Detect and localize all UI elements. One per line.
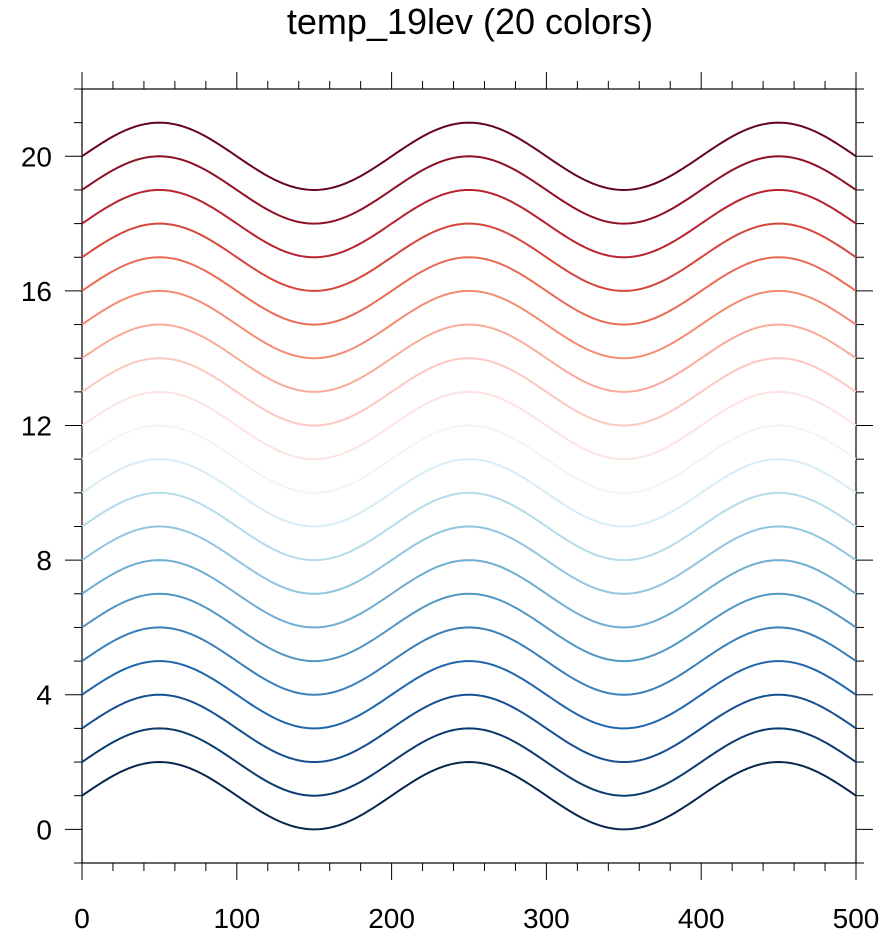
y-tick-label: 16 xyxy=(21,276,52,307)
series-line-1 xyxy=(81,761,857,831)
series-line-14 xyxy=(81,323,857,393)
series-line-6 xyxy=(81,592,857,663)
series-line-5 xyxy=(81,626,857,696)
plot-area: 0 100 200 300 400 500 0 4 8 12 16 20 xyxy=(21,72,879,934)
series-line-11 xyxy=(81,424,857,494)
x-tick-label: 0 xyxy=(74,903,90,934)
x-tick-label: 300 xyxy=(523,903,570,934)
series-line-10 xyxy=(81,458,857,528)
series-line-8 xyxy=(81,525,857,595)
axis-ticks xyxy=(65,72,873,880)
chart-title: temp_19lev (20 colors) xyxy=(287,1,653,42)
series-group xyxy=(81,121,857,831)
series-line-20 xyxy=(81,121,857,191)
x-axis-tick-labels: 0 100 200 300 400 500 xyxy=(74,903,879,934)
plot-frame xyxy=(81,88,857,864)
x-tick-label: 400 xyxy=(678,903,725,934)
series-line-2 xyxy=(81,727,857,797)
series-line-9 xyxy=(81,491,857,562)
y-tick-label: 20 xyxy=(21,141,52,172)
series-line-3 xyxy=(81,693,857,764)
series-line-16 xyxy=(81,256,857,326)
y-tick-label: 8 xyxy=(36,545,52,576)
x-tick-label: 500 xyxy=(833,903,880,934)
y-tick-label: 4 xyxy=(36,680,52,711)
series-line-17 xyxy=(81,222,857,292)
series-line-13 xyxy=(81,357,857,427)
series-line-18 xyxy=(81,188,857,259)
series-line-7 xyxy=(81,559,857,629)
y-tick-label: 0 xyxy=(36,814,52,845)
y-axis-tick-labels: 0 4 8 12 16 20 xyxy=(21,141,52,845)
y-tick-label: 12 xyxy=(21,411,52,442)
series-line-12 xyxy=(81,390,857,461)
x-tick-label: 100 xyxy=(213,903,260,934)
series-line-4 xyxy=(81,660,857,730)
x-tick-label: 200 xyxy=(368,903,415,934)
series-line-15 xyxy=(81,289,857,360)
series-line-19 xyxy=(81,155,857,225)
